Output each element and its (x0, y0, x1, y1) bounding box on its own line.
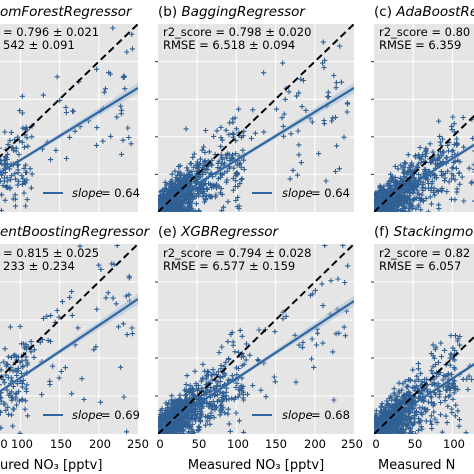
panel-f: (f) Stackingmo r2_score = 0.82 RMSE = 6.… (371, 224, 474, 473)
panel-e-points (158, 244, 351, 434)
panel-e-xtick-5: 250 (341, 437, 363, 451)
panel-e-xtick-1: 50 (192, 437, 207, 451)
panel-a-rmse: 542 ± 0.091 (3, 38, 75, 52)
panel-d-x-axis-label: ured NO₃ [pptv] (0, 458, 102, 473)
panel-b-points (158, 39, 351, 212)
panel-b-title: (b) BaggingRegressor (158, 4, 306, 20)
panel-e-xtick-3: 150 (265, 437, 287, 451)
panel-a-slope-name: slope (72, 186, 103, 200)
panel-f-one-to-one-line (374, 335, 474, 434)
panel-c-rmse: RMSE = 6.359 (379, 38, 461, 52)
panel-a-fit-line (0, 86, 138, 174)
panel-d-background (0, 244, 138, 434)
panel-e-xtick-2: 100 (227, 437, 249, 451)
panel-e-x-axis-label: Measured NO₃ [pptv] (188, 458, 324, 473)
panel-a-one-to-one-line (0, 24, 138, 158)
panel-d-xtick-2: 150 (50, 437, 72, 451)
panel-b-one-to-one-line (158, 24, 354, 212)
panel-f-r2: r2_score = 0.82 (379, 246, 470, 260)
panel-e-x-ticks: 0 50 100 150 200 250 (156, 437, 363, 451)
panel-b-slope-name: slope (282, 186, 313, 200)
panel-a-r2: = 0.796 ± 0.021 (3, 25, 99, 39)
panel-f-xtick-0: 0 (372, 437, 379, 451)
panel-a-slope-value: = 0.64 (101, 186, 140, 200)
panel-d-slope-name: slope (72, 408, 103, 422)
panel-e-rmse: RMSE = 6.577 ± 0.159 (163, 259, 295, 273)
panel-d-xtick-4: 250 (127, 437, 149, 451)
panel-f-title: (f) Stackingmo (374, 224, 473, 240)
panel-d: entBoostingRegressor = 0.815 ± 0.025 233… (0, 224, 151, 473)
panel-b-rmse: RMSE = 6.518 ± 0.094 (163, 38, 295, 52)
panel-e-r2: r2_score = 0.794 ± 0.028 (163, 246, 311, 260)
panel-b-fit-line (158, 86, 354, 210)
panel-d-points (0, 244, 136, 434)
panel-c-title: (c) AdaBoostRe (374, 4, 474, 20)
panel-f-xtick-1: 50 (408, 437, 423, 451)
panel-d-fit-line (0, 298, 138, 393)
panel-b: (b) BaggingRegressor r2_score = 0.798 ± … (155, 4, 354, 212)
panel-a: omForestRegressor = 0.796 ± 0.021 542 ± … (0, 4, 140, 212)
panel-d-xtick-0: 0 (0, 437, 7, 451)
panel-a-grid (0, 24, 138, 212)
panel-c-one-to-one-line (374, 114, 474, 212)
panel-f-fit-line (374, 362, 474, 432)
panel-e-slope-value: = 0.68 (311, 408, 350, 422)
panel-a-points (0, 25, 135, 212)
panel-e-xtick-0: 0 (156, 437, 163, 451)
panel-a-title: omForestRegressor (0, 4, 133, 20)
panel-d-one-to-one-line (0, 244, 138, 380)
panel-e-scatter-markers (158, 244, 351, 434)
panel-f-x-axis-label: Measured N (378, 458, 455, 473)
panel-d-r2: = 0.815 ± 0.025 (3, 246, 99, 260)
panel-b-scatter-markers (158, 39, 351, 212)
panel-d-scatter-markers (0, 244, 136, 434)
panel-e-xtick-4: 200 (304, 437, 326, 451)
panel-e-grid (158, 244, 354, 434)
panel-e: (e) XGBRegressor r2_score = 0.794 ± 0.02… (155, 224, 363, 473)
panel-d-title: entBoostingRegressor (0, 224, 151, 240)
panel-f-x-ticks: 0 50 100 (372, 437, 465, 451)
panel-d-slope-value: = 0.69 (101, 408, 140, 422)
panel-c-r2: r2_score = 0.80 (379, 25, 470, 39)
panel-e-title: (e) XGBRegressor (158, 224, 280, 240)
panel-f-xtick-2: 100 (443, 437, 465, 451)
panel-e-slope-name: slope (282, 408, 313, 422)
panel-f-rmse: RMSE = 6.057 (379, 259, 461, 273)
panel-e-fit-line (158, 300, 354, 432)
panel-e-one-to-one-line (158, 244, 354, 434)
panel-c-fit-line (374, 143, 474, 210)
panel-d-rmse: 233 ± 0.234 (3, 259, 75, 273)
panel-b-slope-value: = 0.64 (311, 186, 350, 200)
panel-c: (c) AdaBoostRe r2_score = 0.80 RMSE = 6.… (371, 4, 474, 212)
panel-d-xtick-1: 100 (11, 437, 33, 451)
panel-a-scatter-markers (0, 25, 135, 212)
panel-d-x-ticks: 0 100 150 200 250 (0, 437, 149, 451)
panel-d-xtick-3: 200 (89, 437, 111, 451)
panel-b-r2: r2_score = 0.798 ± 0.020 (163, 25, 311, 39)
